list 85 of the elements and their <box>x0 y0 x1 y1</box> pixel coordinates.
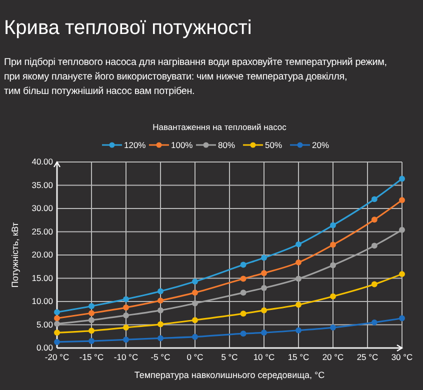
point <box>296 327 302 334</box>
point <box>399 176 405 182</box>
point <box>240 310 246 317</box>
point <box>261 270 267 276</box>
y-tick-label: 35.00 <box>32 180 54 190</box>
point <box>192 300 198 306</box>
point <box>240 262 246 268</box>
point <box>192 278 198 284</box>
point <box>371 281 378 288</box>
point <box>192 317 198 324</box>
point <box>330 242 336 248</box>
point <box>371 196 378 202</box>
point <box>240 276 246 282</box>
x-tick-label: 15 °C <box>288 352 310 362</box>
point <box>399 197 405 204</box>
x-tick-label: -5 °C <box>150 352 170 362</box>
y-tick-label: 25.00 <box>32 226 54 236</box>
point <box>371 216 378 223</box>
y-tick-label: 5.00 <box>36 319 54 330</box>
y-tick-label: 0.00 <box>36 342 54 353</box>
x-tick-label: 20 °C <box>322 352 344 362</box>
y-tick-label: 30.00 <box>32 203 54 214</box>
legend-label: 100% <box>171 140 194 150</box>
point <box>330 324 336 331</box>
point <box>123 312 129 318</box>
y-tick-label: 10.00 <box>32 296 54 306</box>
x-tick-label: 0 °C <box>186 352 204 362</box>
point <box>330 222 336 228</box>
point <box>399 315 405 322</box>
point <box>88 310 94 316</box>
y-axis-title: Потужність, кВт <box>10 222 20 288</box>
x-tick-label: -10 °C <box>114 352 138 362</box>
point <box>261 330 267 336</box>
y-tick-label: 15.00 <box>32 272 54 283</box>
x-tick-label: 5 °C <box>221 352 238 362</box>
point <box>296 259 302 266</box>
point <box>371 242 378 249</box>
point <box>54 309 60 316</box>
point <box>330 293 336 300</box>
point <box>399 226 405 233</box>
point <box>158 288 164 294</box>
x-tick-label: 10 °C <box>253 352 275 362</box>
point <box>54 315 60 322</box>
point <box>296 276 302 282</box>
point <box>123 296 129 302</box>
point <box>88 317 94 324</box>
point <box>88 338 94 344</box>
chart-subtitle: При підборі теплового насоса для нагрівання води враховуйте температурний режим, при якому плануєте його використовувати: чим нижче температура довкілля, тим більш потужніший насос вам потрібен. <box>4 57 387 97</box>
x-tick-label: -15 °C <box>79 352 104 362</box>
point <box>261 307 267 314</box>
point <box>240 330 246 337</box>
point <box>123 336 129 343</box>
point <box>158 307 164 314</box>
point <box>296 241 302 248</box>
point <box>261 254 267 261</box>
legend-title: Навантаження на тепловий насос <box>152 122 288 132</box>
point <box>54 330 60 336</box>
point <box>192 290 198 296</box>
point <box>54 320 60 327</box>
point <box>88 328 94 334</box>
point <box>123 324 129 331</box>
point <box>371 319 378 326</box>
x-tick-label: 25 °C <box>356 352 378 362</box>
point <box>123 304 129 311</box>
point <box>192 334 198 340</box>
y-tick-label: 20.00 <box>32 250 54 260</box>
point <box>54 338 60 345</box>
point <box>330 262 336 268</box>
point <box>240 290 246 296</box>
point <box>399 271 405 278</box>
legend-label: 50% <box>265 140 282 150</box>
point <box>296 302 302 308</box>
chart-title: Крива теплової потужності <box>4 17 252 39</box>
legend-label: 80% <box>218 140 236 150</box>
point <box>158 335 164 342</box>
y-tick-label: 40.00 <box>32 156 54 167</box>
x-tick-label: -20 °C <box>44 352 70 362</box>
point <box>158 321 164 328</box>
point <box>158 298 164 304</box>
point <box>261 285 267 291</box>
legend-label: 20% <box>312 140 330 150</box>
x-axis-title: Температура навколишнього середовища, °C <box>134 370 326 380</box>
point <box>88 303 94 310</box>
x-tick-label: 30 °C <box>391 352 413 362</box>
legend-label: 120% <box>124 140 146 150</box>
